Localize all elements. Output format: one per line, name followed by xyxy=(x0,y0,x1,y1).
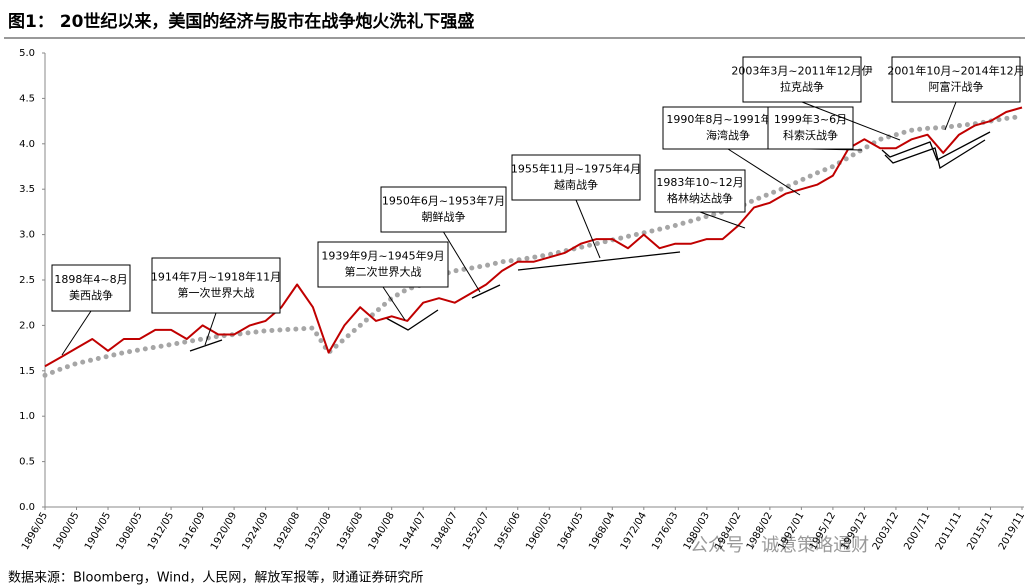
y-tick-label: 0.5 xyxy=(19,457,35,468)
watermark: 公众号 · 诚意策略通财 xyxy=(690,535,869,556)
annotation-box xyxy=(654,169,746,213)
annotation-text: 朝鲜战争 xyxy=(422,210,466,224)
annotation-leader xyxy=(382,286,406,321)
annotation-text: 科索沃战争 xyxy=(783,128,838,142)
x-tick-label: 1968/04 xyxy=(587,511,617,552)
annotation-text: 阿富汗战争 xyxy=(929,80,984,94)
x-tick-label: 1940/08 xyxy=(367,511,397,552)
x-tick-label: 2015/11 xyxy=(965,511,995,552)
x-tick-label: 2011/11 xyxy=(934,511,964,552)
annotation-text: 1914年7月~1918年11月 xyxy=(151,270,281,284)
x-tick-label: 1964/05 xyxy=(556,511,586,552)
annotation-text: 第二次世界大战 xyxy=(345,265,422,279)
annotation-text: 美西战争 xyxy=(69,288,113,302)
annotation-text: 1955年11月~1975年4月 xyxy=(511,162,641,176)
x-tick-label: 1920/09 xyxy=(209,511,239,552)
x-tick-label: 2003/12 xyxy=(871,511,901,552)
annotation-text: 1939年9月~1945年9月 xyxy=(321,249,444,263)
x-tick-label: 1952/07 xyxy=(461,511,491,552)
annotation-text: 1950年6月~1953年7月 xyxy=(382,194,505,208)
annotation-text: 海湾战争 xyxy=(706,128,750,142)
annotation-text: 拉克战争 xyxy=(780,80,824,94)
y-tick-label: 0.0 xyxy=(19,502,35,513)
x-tick-label: 1928/08 xyxy=(272,511,302,552)
annotation-text: 1999年3~6月 xyxy=(774,112,847,126)
war-marker xyxy=(471,284,501,299)
annotation-text: 2003年3月~2011年12月伊 xyxy=(731,64,872,78)
annotation-box xyxy=(742,56,862,103)
y-tick-label: 2.0 xyxy=(19,320,35,331)
annotation-text: 1990年8月~1991年2月 xyxy=(666,112,789,126)
war-marker xyxy=(385,309,439,331)
annotation-text: 越南战争 xyxy=(554,178,598,192)
x-tick-label: 1936/08 xyxy=(335,511,365,552)
x-tick-label: 1916/09 xyxy=(177,511,207,552)
y-tick-label: 1.5 xyxy=(19,366,35,377)
x-tick-label: 1972/04 xyxy=(619,511,649,552)
y-tick-label: 4.0 xyxy=(19,139,35,150)
annotation-text: 第一次世界大战 xyxy=(178,286,255,300)
annotation-leader xyxy=(575,199,601,259)
y-tick-label: 2.5 xyxy=(19,275,35,286)
war-marker xyxy=(881,131,991,161)
annotation-leader xyxy=(443,231,481,293)
x-tick-label: 1932/08 xyxy=(304,511,334,552)
x-tick-label: 1956/06 xyxy=(493,511,523,552)
chart-title: 图1： 20世纪以来，美国的经济与股市在战争炮火洗礼下强盛 xyxy=(8,11,474,32)
source: 数据来源：Bloomberg，Wind，人民网，解放军报等，财通证券研究所 xyxy=(8,570,423,586)
annotation-leader xyxy=(727,148,801,196)
x-tick-label: 1944/07 xyxy=(398,511,428,552)
x-tick-label: 1900/05 xyxy=(51,511,81,552)
annotation-text: 1898年4~8月 xyxy=(54,272,127,286)
line-series xyxy=(44,106,1023,368)
x-tick-label: 1948/07 xyxy=(430,511,460,552)
annotation-box xyxy=(151,257,281,314)
x-tick-label: 1912/05 xyxy=(146,511,176,552)
annotation-box xyxy=(380,186,507,233)
y-tick-label: 3.5 xyxy=(19,184,35,195)
annotation-box xyxy=(767,106,854,150)
annotation-text: 2001年10月~2014年12月 xyxy=(887,64,1024,78)
war-marker xyxy=(517,251,681,271)
y-tick-label: 1.0 xyxy=(19,411,35,422)
war-marker xyxy=(189,339,223,352)
x-tick-label: 1976/03 xyxy=(650,511,680,552)
annotation-leader xyxy=(61,310,92,356)
x-tick-label: 1904/05 xyxy=(83,511,113,552)
x-tick-label: 1924/09 xyxy=(241,511,271,552)
annotation-box xyxy=(317,241,449,288)
x-tick-label: 1896/05 xyxy=(20,511,50,552)
x-tick-label: 2019/11 xyxy=(997,511,1027,552)
x-tick-label: 1908/05 xyxy=(114,511,144,552)
war-marker xyxy=(884,139,986,170)
annotation-leader xyxy=(944,101,957,131)
x-tick-label: 1960/05 xyxy=(524,511,554,552)
war-markers xyxy=(189,131,991,352)
annotation-leader xyxy=(801,101,901,141)
annotation-leader xyxy=(699,211,746,229)
annotation-box xyxy=(51,264,131,312)
y-tick-label: 3.0 xyxy=(19,230,35,241)
y-tick-label: 4.5 xyxy=(19,93,35,104)
annotation-box xyxy=(891,56,1021,103)
annotation-text: 1983年10~12月 xyxy=(656,175,743,189)
y-tick-label: 5.0 xyxy=(19,48,35,59)
x-tick-label: 2007/11 xyxy=(902,511,932,552)
annotation-leader xyxy=(204,312,217,346)
annotation-text: 格林纳达战争 xyxy=(667,191,733,205)
annotation-box xyxy=(511,154,641,201)
